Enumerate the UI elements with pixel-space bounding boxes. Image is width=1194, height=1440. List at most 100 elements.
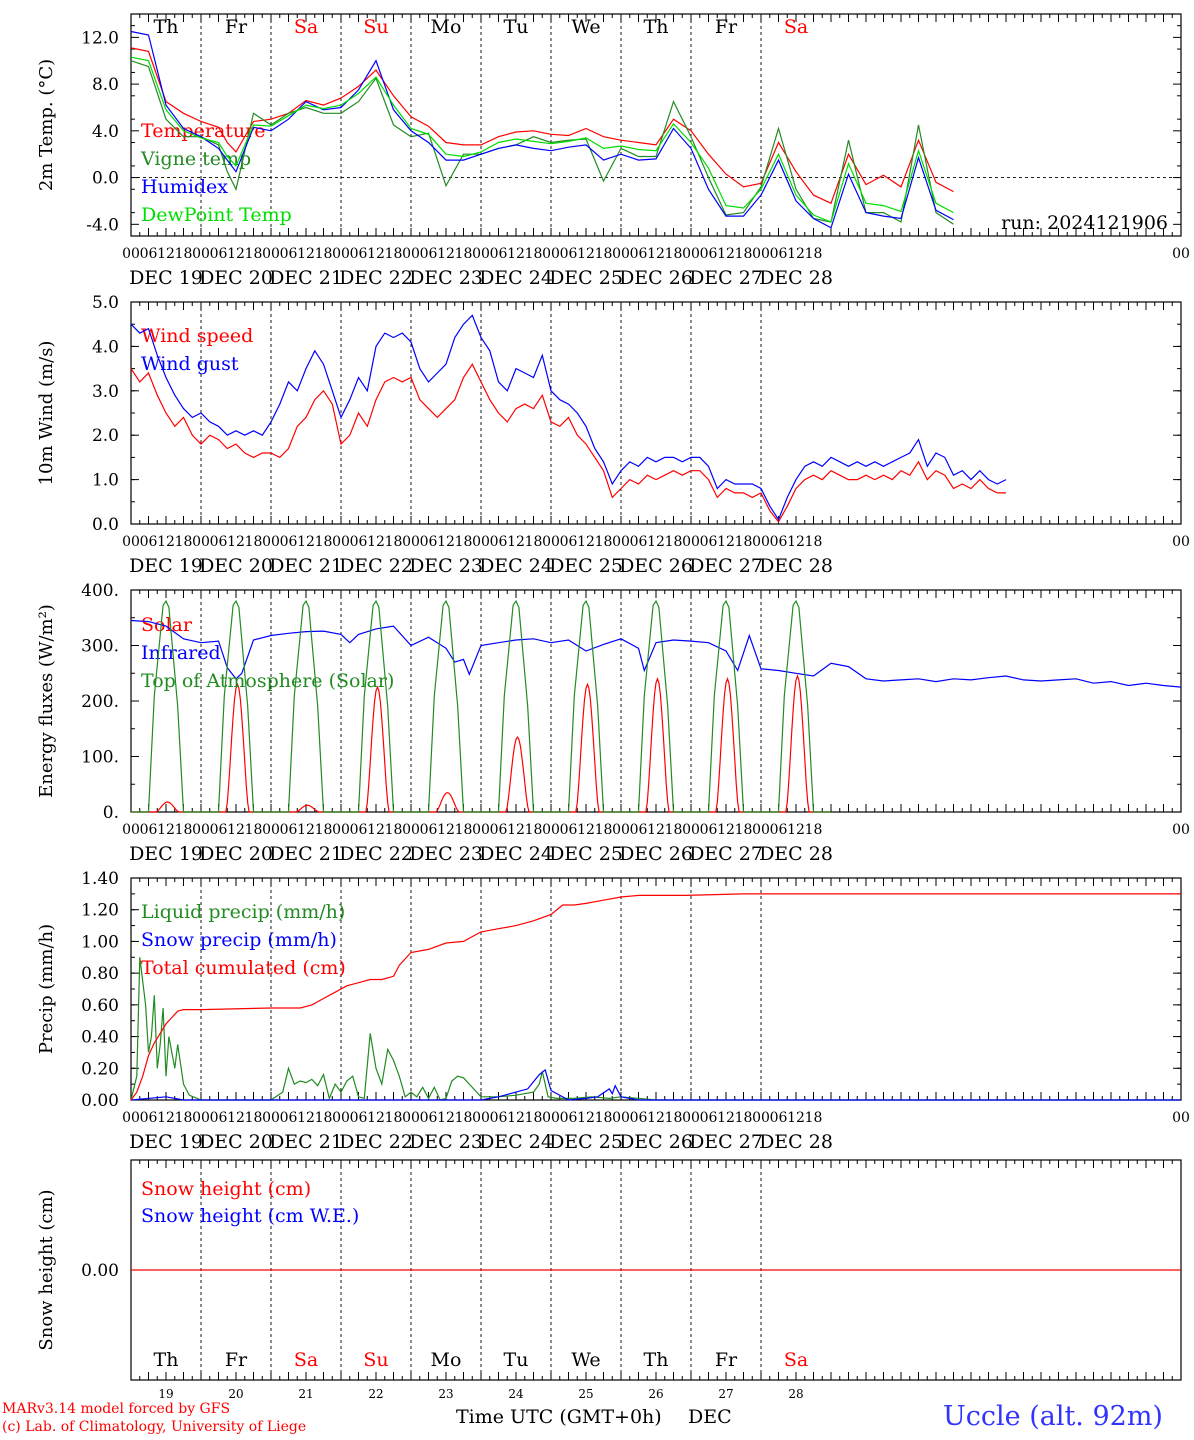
hour-tick-label: 06 <box>490 534 508 550</box>
time-axis-label: Time UTC (GMT+0h) <box>456 1406 662 1428</box>
hour-tick-label: 00 <box>192 1110 210 1126</box>
hour-tick-label: 06 <box>350 1110 368 1126</box>
hour-tick-label: 06 <box>560 246 578 262</box>
hour-tick-label: 06 <box>280 822 298 838</box>
hour-tick-label: 18 <box>245 246 263 262</box>
date-label: DEC 28 <box>759 267 833 289</box>
hour-tick-label: 12 <box>717 534 735 550</box>
hour-tick-label: 18 <box>665 534 683 550</box>
hour-tick-label: 00 <box>612 1110 630 1126</box>
hour-tick-label: 12 <box>157 1110 175 1126</box>
date-label: DEC 21 <box>269 1131 343 1153</box>
y-axis-label: Energy fluxes (W/m²) <box>36 604 57 798</box>
y-tick-label: 300. <box>81 637 119 657</box>
hour-tick-label: 12 <box>227 822 245 838</box>
hour-tick-label: 12 <box>577 1110 595 1126</box>
hour-tick-label: 00 <box>612 534 630 550</box>
hour-tick-label: 00 <box>332 822 350 838</box>
y-tick-label: 0.0 <box>92 515 119 535</box>
weekday-label: Sa <box>784 1349 808 1371</box>
day-number-label: 26 <box>648 1387 663 1401</box>
legend-entry: Snow height (cm) <box>141 1178 311 1200</box>
date-label: DEC 25 <box>549 1131 623 1153</box>
date-label: DEC 21 <box>269 843 343 865</box>
y-tick-label: 0.0 <box>92 169 119 189</box>
y-tick-label: 8.0 <box>92 75 119 95</box>
hour-tick-label: 00 <box>752 246 770 262</box>
plot-frame <box>130 589 1182 813</box>
hour-tick-label: 06 <box>140 246 158 262</box>
hour-tick-label: 18 <box>525 246 543 262</box>
hour-tick-label: 12 <box>507 822 525 838</box>
date-label: DEC 25 <box>549 555 623 577</box>
hour-tick-label: 18 <box>385 534 403 550</box>
hour-tick-label: 12 <box>437 822 455 838</box>
series-line-blue <box>130 314 1007 521</box>
panel-1: -4.00.04.08.012.02m Temp. (°C) Temperatur… <box>36 13 1190 289</box>
weekday-label: We <box>571 1349 600 1371</box>
hour-tick-label: 12 <box>227 246 245 262</box>
hour-tick-label: 18 <box>805 1110 823 1126</box>
hour-tick-label: 12 <box>437 534 455 550</box>
hour-tick-label: 06 <box>210 822 228 838</box>
hour-tick-label: 06 <box>350 246 368 262</box>
hour-tick-label: 12 <box>367 822 385 838</box>
hour-tick-label: 00 <box>332 1110 350 1126</box>
hour-tick-label: 06 <box>420 534 438 550</box>
hour-tick-label: 06 <box>420 822 438 838</box>
hour-tick-label: 06 <box>280 534 298 550</box>
plot-frame <box>130 301 1182 525</box>
hour-tick-label: 00 <box>122 246 140 262</box>
hour-tick-label: 00 <box>122 534 140 550</box>
date-label: DEC 19 <box>129 555 203 577</box>
hour-tick-label: 06 <box>560 822 578 838</box>
y-tick-label: 400. <box>81 581 119 601</box>
hour-tick-label: 18 <box>735 822 753 838</box>
hour-tick-label: 12 <box>507 1110 525 1126</box>
date-label: DEC 27 <box>689 1131 763 1153</box>
hour-tick-label: 18 <box>805 534 823 550</box>
hour-tick-label: 00 <box>682 246 700 262</box>
hour-tick-label: 06 <box>210 1110 228 1126</box>
hour-tick-label: 06 <box>770 822 788 838</box>
y-tick-label: 0.60 <box>81 996 119 1016</box>
weekday-label: Th <box>154 16 179 38</box>
hour-tick-label: 12 <box>367 246 385 262</box>
day-number-label: 22 <box>368 1387 383 1401</box>
hour-tick-label: 12 <box>717 1110 735 1126</box>
hour-tick-label: 12 <box>647 1110 665 1126</box>
hour-tick-label: 06 <box>140 1110 158 1126</box>
y-tick-label: 1.00 <box>81 932 119 952</box>
hour-tick-label: 00 <box>122 822 140 838</box>
hour-tick-label: 18 <box>245 1110 263 1126</box>
model-credit-line2: (c) Lab. of Climatology, University of L… <box>2 1419 307 1435</box>
weekday-label: Sa <box>294 1349 318 1371</box>
y-tick-label: 0.40 <box>81 1028 119 1048</box>
hour-tick-label: 06 <box>770 246 788 262</box>
hour-tick-label: 18 <box>455 534 473 550</box>
y-tick-label: 4.0 <box>92 337 119 357</box>
hour-tick-label: 06 <box>700 534 718 550</box>
hour-tick-label: 18 <box>315 534 333 550</box>
hour-tick-label: 18 <box>315 822 333 838</box>
hour-tick-label: 00 <box>542 822 560 838</box>
hour-tick-label: 06 <box>630 246 648 262</box>
hour-tick-label: 12 <box>507 534 525 550</box>
plot-frame <box>130 13 1182 237</box>
date-label: DEC 26 <box>619 843 693 865</box>
date-label: DEC 24 <box>479 267 553 289</box>
panel-4: 0.00 0.20 0.40 0.60 0.80 1.00 1.20 1.40 Precip (… <box>36 869 1190 1153</box>
hour-tick-label: 12 <box>367 534 385 550</box>
date-label: DEC 24 <box>479 555 553 577</box>
date-label: DEC 21 <box>269 555 343 577</box>
hour-tick-label: 18 <box>735 1110 753 1126</box>
hour-tick-label: 12 <box>717 246 735 262</box>
y-axis-label: 2m Temp. (°C) <box>36 59 57 191</box>
hour-tick-label: 00 <box>682 534 700 550</box>
hour-tick-label: 06 <box>560 1110 578 1126</box>
hour-tick-label: 00 <box>262 534 280 550</box>
y-tick-label: 1.20 <box>81 901 119 921</box>
hour-tick-label: 00 <box>1172 1110 1190 1126</box>
hour-tick-label: 12 <box>577 534 595 550</box>
hour-tick-label: 00 <box>472 534 490 550</box>
